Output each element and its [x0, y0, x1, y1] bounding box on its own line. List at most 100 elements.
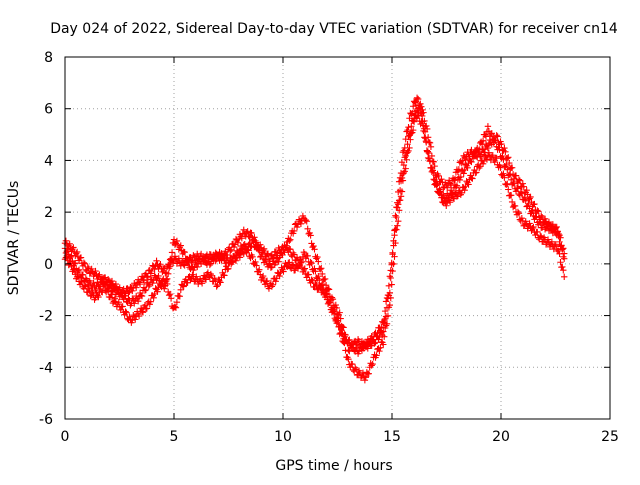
- data-point: [315, 272, 322, 280]
- data-point: [468, 174, 475, 182]
- data-point: [211, 275, 218, 282]
- data-point: [412, 102, 420, 110]
- data-point: [398, 174, 406, 182]
- data-point: [374, 330, 381, 337]
- data-point: [173, 298, 181, 306]
- data-point: [256, 266, 263, 273]
- data-point: [183, 255, 190, 263]
- data-point: [404, 149, 411, 156]
- data-point: [95, 293, 102, 301]
- data-point: [391, 253, 398, 260]
- data-point: [290, 227, 298, 235]
- data-point: [236, 254, 244, 261]
- data-point: [437, 188, 444, 195]
- data-point: [226, 259, 233, 266]
- data-point: [234, 239, 242, 246]
- data-point: [126, 288, 133, 295]
- data-point: [399, 170, 407, 178]
- data-point: [515, 210, 523, 217]
- data-point: [388, 281, 395, 288]
- data-point: [338, 327, 345, 334]
- data-point: [289, 261, 296, 268]
- data-point: [197, 250, 205, 258]
- data-point: [403, 128, 410, 135]
- data-point: [356, 343, 364, 350]
- data-point: [346, 347, 353, 355]
- data-point: [438, 175, 445, 183]
- data-point: [171, 303, 179, 310]
- data-point: [95, 281, 102, 289]
- data-point: [556, 238, 563, 246]
- data-point: [484, 123, 492, 130]
- data-point: [370, 336, 377, 343]
- data-point: [73, 248, 81, 256]
- data-point: [138, 308, 146, 315]
- data-point: [308, 259, 315, 267]
- data-point: [519, 180, 526, 187]
- data-point: [465, 181, 472, 188]
- data-point: [80, 259, 88, 267]
- data-point: [321, 275, 329, 283]
- data-point: [480, 157, 488, 165]
- data-point: [202, 276, 210, 283]
- data-point: [333, 319, 340, 327]
- data-point: [68, 252, 75, 259]
- data-point: [119, 303, 126, 310]
- data-point: [397, 193, 405, 200]
- data-point: [143, 273, 151, 281]
- data-point: [538, 212, 545, 220]
- data-point: [81, 260, 89, 268]
- data-point: [70, 244, 77, 251]
- data-point: [317, 265, 324, 273]
- data-point: [172, 304, 180, 311]
- data-point: [177, 242, 184, 249]
- data-point: [322, 291, 330, 298]
- data-point: [483, 156, 491, 163]
- data-point: [350, 341, 357, 349]
- data-point: [460, 152, 467, 159]
- data-point: [554, 228, 561, 236]
- data-point: [505, 154, 512, 161]
- data-point: [526, 195, 533, 202]
- data-point: [191, 264, 198, 271]
- data-point: [508, 164, 516, 171]
- data-point: [384, 312, 392, 320]
- data-point: [111, 295, 119, 302]
- data-point: [451, 175, 459, 183]
- data-point: [200, 272, 208, 279]
- x-tick-label: 15: [383, 429, 401, 445]
- data-point: [122, 308, 129, 315]
- data-point: [280, 268, 287, 275]
- data-point: [277, 250, 284, 257]
- data-point: [175, 255, 183, 262]
- data-point: [472, 169, 479, 177]
- data-point: [480, 149, 488, 156]
- data-point: [185, 259, 192, 266]
- data-point: [417, 100, 424, 108]
- data-point: [462, 156, 469, 164]
- data-point: [221, 272, 228, 279]
- data-point: [108, 294, 116, 301]
- data-point: [408, 110, 415, 118]
- data-point: [369, 360, 376, 368]
- data-point: [531, 200, 538, 208]
- data-point: [561, 250, 568, 257]
- x-tick-label: 5: [170, 429, 179, 445]
- data-point: [443, 202, 450, 209]
- data-point: [385, 282, 393, 290]
- data-point: [454, 192, 462, 200]
- data-point: [137, 305, 145, 312]
- data-point: [493, 154, 500, 162]
- data-point: [226, 247, 234, 255]
- data-point: [427, 143, 435, 151]
- data-point: [163, 277, 170, 285]
- data-point: [494, 133, 501, 140]
- data-point: [415, 105, 422, 112]
- data-point: [520, 183, 527, 190]
- data-point: [332, 301, 340, 309]
- data-point: [325, 286, 333, 293]
- data-point: [310, 242, 317, 250]
- data-point: [538, 233, 545, 240]
- data-point: [129, 316, 136, 324]
- data-point: [414, 95, 422, 103]
